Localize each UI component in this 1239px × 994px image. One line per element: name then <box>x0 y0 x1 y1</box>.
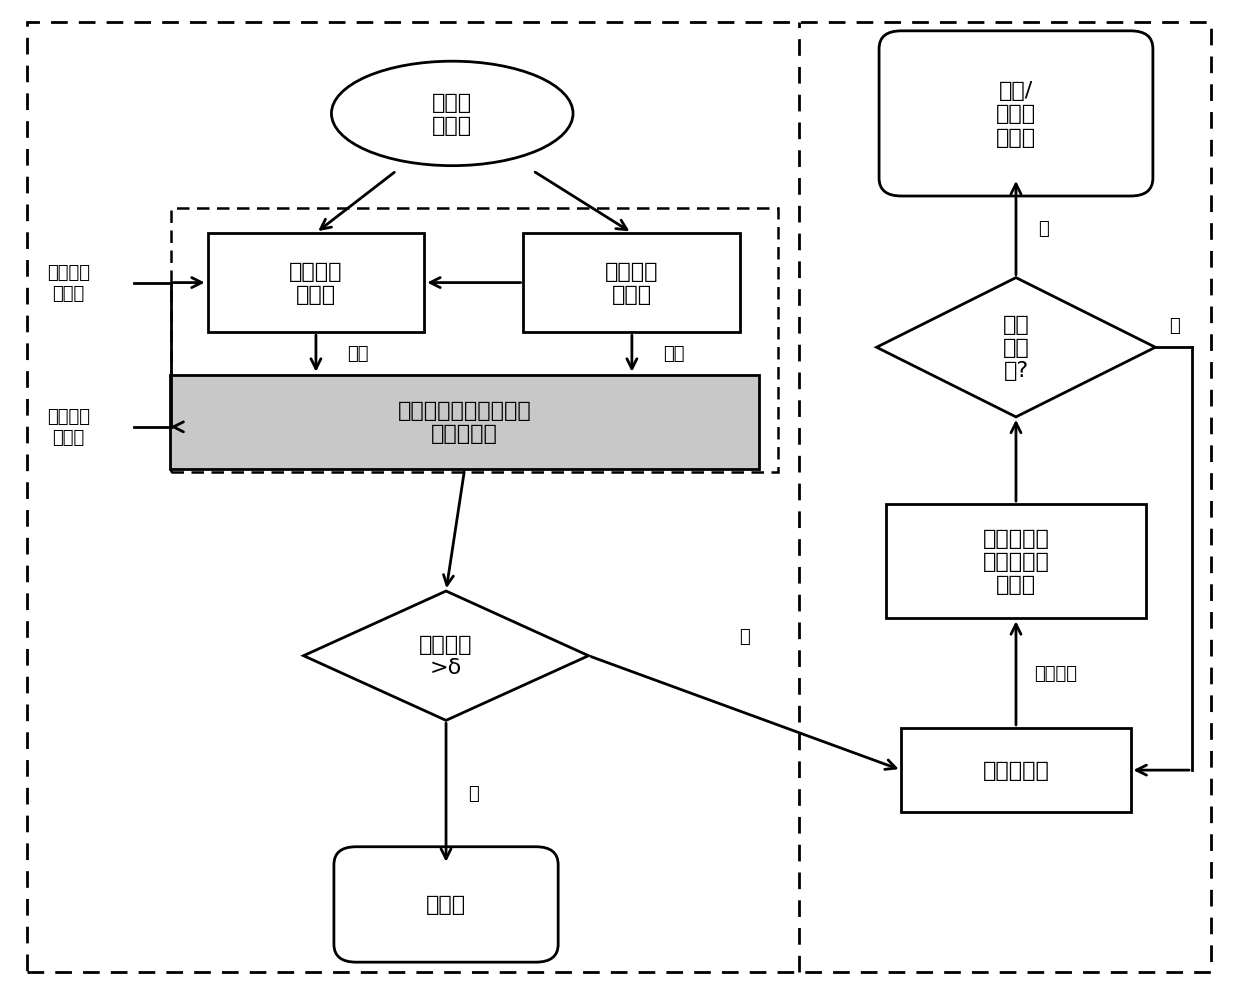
Text: 否: 否 <box>740 627 751 645</box>
FancyBboxPatch shape <box>886 505 1146 618</box>
Text: 可调参数集: 可调参数集 <box>983 760 1049 780</box>
FancyBboxPatch shape <box>207 234 424 333</box>
Ellipse shape <box>332 62 572 166</box>
Text: 构建: 构建 <box>347 345 368 363</box>
Text: 提取可调
参数集: 提取可调 参数集 <box>605 261 659 305</box>
FancyBboxPatch shape <box>171 376 758 470</box>
Polygon shape <box>304 591 589 721</box>
Text: 数字空间
观测值: 数字空间 观测值 <box>47 264 89 302</box>
FancyBboxPatch shape <box>901 728 1130 813</box>
Text: 匹配度指
标模型: 匹配度指 标模型 <box>289 261 343 305</box>
Text: 否: 否 <box>1168 317 1180 335</box>
Text: 物理空间
观测值: 物理空间 观测值 <box>47 409 89 446</box>
Text: 多维虚
拟模型: 多维虚 拟模型 <box>432 92 472 136</box>
Text: 更新/
获得更
新参数: 更新/ 获得更 新参数 <box>996 82 1036 147</box>
FancyBboxPatch shape <box>523 234 740 333</box>
Text: 是: 是 <box>1038 220 1049 238</box>
Polygon shape <box>876 278 1155 417</box>
Text: 满足
匹配
度?: 满足 匹配 度? <box>1002 315 1030 381</box>
Text: 通过尺取法
更新参数选
择区间: 通过尺取法 更新参数选 择区间 <box>983 529 1049 594</box>
Text: 函数输出
>δ: 函数输出 >δ <box>419 634 473 678</box>
Text: 构建: 构建 <box>663 345 684 363</box>
Text: 是: 是 <box>468 783 479 802</box>
Text: 建立参数可调的虚拟模
型评价函数: 建立参数可调的虚拟模 型评价函数 <box>398 401 532 444</box>
Text: 因子分析: 因子分析 <box>1035 664 1078 683</box>
FancyBboxPatch shape <box>878 32 1152 197</box>
FancyBboxPatch shape <box>333 847 558 962</box>
Text: 不更新: 不更新 <box>426 895 466 914</box>
